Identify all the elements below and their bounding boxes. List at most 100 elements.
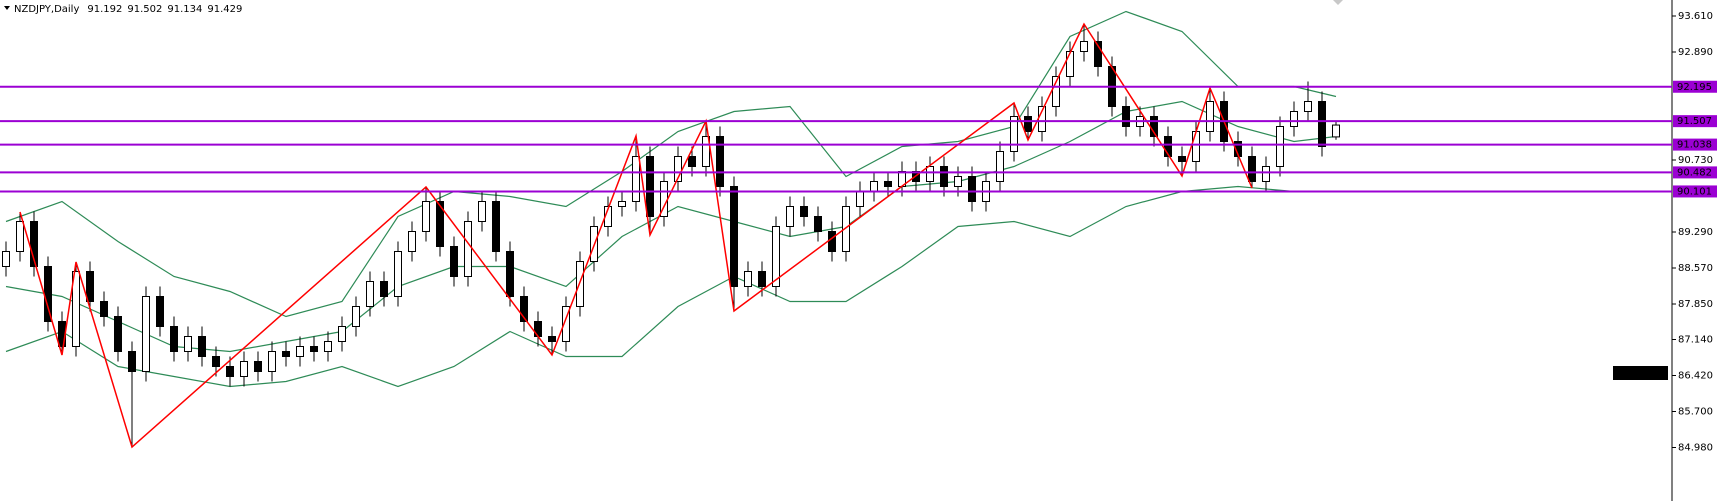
level-tag bbox=[1673, 115, 1717, 128]
candle-body bbox=[940, 166, 948, 187]
y-tick-label: 92.890 bbox=[1678, 47, 1713, 58]
candle-body bbox=[1080, 41, 1088, 52]
candle-body bbox=[492, 201, 500, 252]
candle-body bbox=[702, 136, 710, 167]
candle-body bbox=[548, 336, 556, 342]
candle-body bbox=[1066, 51, 1074, 77]
candle-body bbox=[632, 156, 640, 202]
candle-body bbox=[198, 336, 206, 357]
candle-body bbox=[1318, 101, 1326, 147]
quote-low: 91.134 bbox=[167, 4, 202, 15]
candle-body bbox=[296, 346, 304, 357]
candle-body bbox=[1178, 156, 1186, 162]
candle-body bbox=[2, 251, 10, 267]
candle-body bbox=[800, 206, 808, 217]
candle-body bbox=[1276, 126, 1284, 167]
candle-body bbox=[996, 151, 1004, 182]
badge-bg bbox=[1613, 366, 1668, 380]
candle-body bbox=[688, 156, 696, 167]
candle-body bbox=[156, 296, 164, 327]
level-label: 91.507 bbox=[1677, 116, 1712, 127]
level-label: 91.038 bbox=[1677, 140, 1712, 151]
candle-body bbox=[408, 231, 416, 252]
candle-body bbox=[352, 306, 360, 327]
candle-body bbox=[30, 221, 38, 267]
candle-body bbox=[758, 271, 766, 287]
level-label: 90.101 bbox=[1677, 186, 1712, 197]
candle-body bbox=[828, 231, 836, 252]
candle-body bbox=[618, 201, 626, 207]
level-tag bbox=[1673, 138, 1717, 151]
candle-body bbox=[716, 136, 724, 187]
candle-body bbox=[1094, 41, 1102, 67]
y-tick-label: 88.570 bbox=[1678, 263, 1713, 274]
candle-body bbox=[786, 206, 794, 227]
candle-body bbox=[968, 176, 976, 202]
band-upper bbox=[5, 10, 1337, 318]
candle-body bbox=[954, 176, 962, 187]
candle-body bbox=[394, 251, 402, 297]
candle-body bbox=[114, 316, 122, 352]
candle-body bbox=[1052, 76, 1060, 107]
candle-body bbox=[380, 281, 388, 297]
y-tick-label: 93.610 bbox=[1678, 11, 1713, 22]
candle-body bbox=[1206, 101, 1214, 132]
candle-body bbox=[1192, 131, 1200, 162]
candle-body bbox=[856, 191, 864, 207]
candle-body bbox=[562, 306, 570, 342]
candle-body bbox=[128, 351, 136, 372]
quote-open: 91.192 bbox=[87, 4, 122, 15]
badge: BB ON bbox=[1613, 366, 1668, 380]
candle-body bbox=[730, 186, 738, 287]
candle-body bbox=[240, 361, 248, 377]
shift-marker bbox=[1333, 0, 1343, 5]
candle-body bbox=[72, 271, 80, 347]
y-tick-label: 86.420 bbox=[1678, 371, 1713, 382]
candle-body bbox=[1304, 101, 1312, 112]
y-tick-label: 87.850 bbox=[1678, 299, 1713, 310]
candle-body bbox=[1010, 116, 1018, 152]
candle-body bbox=[16, 221, 24, 252]
candle-body bbox=[170, 326, 178, 352]
candle-body bbox=[478, 201, 486, 222]
menu-arrow[interactable] bbox=[4, 6, 10, 10]
candle-body bbox=[772, 226, 780, 287]
level-label: 90.482 bbox=[1677, 167, 1712, 178]
candle-body bbox=[226, 366, 234, 377]
y-tick-label: 90.730 bbox=[1678, 155, 1713, 166]
y-tick-label: 84.980 bbox=[1678, 443, 1713, 454]
candle-body bbox=[254, 361, 262, 372]
y-tick-label: 87.140 bbox=[1678, 335, 1713, 346]
candle-body bbox=[422, 201, 430, 232]
candle-body bbox=[450, 246, 458, 277]
candle-body bbox=[842, 206, 850, 252]
candle-body bbox=[464, 221, 472, 277]
candle-body bbox=[1122, 106, 1130, 127]
candle-body bbox=[814, 216, 822, 232]
candle-body bbox=[310, 346, 318, 352]
level-tag bbox=[1673, 185, 1717, 198]
candle-body bbox=[1290, 111, 1298, 127]
level-tag bbox=[1673, 166, 1717, 179]
level-label: 92.195 bbox=[1677, 82, 1712, 93]
candle-body bbox=[1164, 136, 1172, 157]
candle-body bbox=[324, 341, 332, 352]
candle-body bbox=[884, 181, 892, 187]
y-tick-label: 89.290 bbox=[1678, 227, 1713, 238]
candle-body bbox=[184, 336, 192, 352]
candle-body bbox=[212, 356, 220, 367]
candle-body bbox=[268, 351, 276, 372]
candle-body bbox=[520, 296, 528, 322]
candle-body bbox=[870, 181, 878, 192]
candle-body bbox=[1248, 156, 1256, 182]
y-tick-label: 85.700 bbox=[1678, 407, 1713, 418]
candle-body bbox=[1262, 166, 1270, 182]
candle-body bbox=[1024, 116, 1032, 132]
candle-body bbox=[674, 156, 682, 182]
quote-high: 91.502 bbox=[127, 4, 162, 15]
candle-body bbox=[1332, 124, 1340, 138]
candle-body bbox=[142, 296, 150, 372]
